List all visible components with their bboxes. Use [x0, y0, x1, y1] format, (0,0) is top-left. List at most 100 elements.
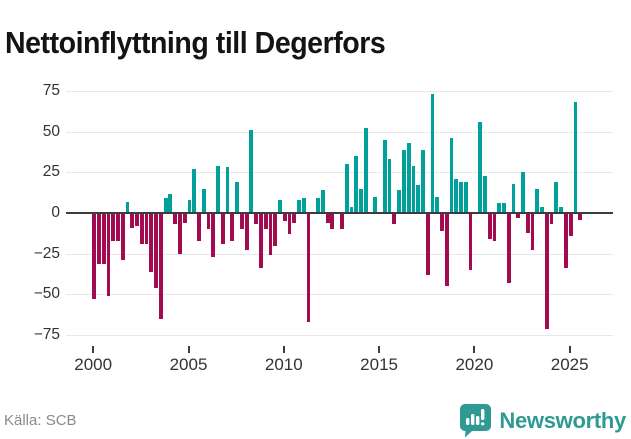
bar	[449, 138, 454, 213]
chart-plot-area: 75 50 25 0 −25 −50 −75 2000 2005 2010 2015 2020 2025	[33, 82, 613, 374]
gridline	[66, 132, 613, 133]
bar	[201, 188, 206, 213]
bar	[430, 94, 435, 213]
bar	[163, 198, 168, 213]
bar	[421, 149, 425, 213]
bar	[301, 198, 306, 213]
bar	[297, 200, 301, 213]
bar	[578, 213, 583, 220]
gridline	[66, 172, 613, 173]
bar	[363, 128, 368, 213]
bar	[530, 213, 535, 251]
x-axis-tick-label: 2005	[169, 355, 208, 374]
bar	[287, 213, 292, 235]
y-axis-tick-label: −25	[33, 245, 60, 262]
bar	[397, 190, 402, 213]
y-axis-tick-label: 25	[42, 163, 60, 180]
bar	[359, 188, 363, 213]
y-axis-tick-label: 50	[42, 123, 60, 140]
bar	[178, 213, 182, 254]
bar	[392, 213, 397, 225]
bar	[263, 213, 268, 230]
bar	[344, 164, 349, 213]
bar	[278, 200, 282, 213]
bar	[544, 213, 549, 329]
x-axis-tick-label: 2000	[74, 355, 113, 374]
bar	[325, 213, 330, 223]
bar	[373, 196, 378, 213]
bar	[158, 213, 163, 319]
bar	[459, 182, 463, 213]
x-axis-tick-label: 2015	[360, 355, 398, 374]
x-axis-tick	[92, 346, 95, 353]
brand-name: Newsworthy	[499, 407, 626, 433]
bar	[239, 213, 244, 230]
bar	[235, 182, 239, 213]
bar	[230, 213, 235, 241]
zero-axis-line	[66, 212, 613, 214]
bar	[568, 213, 573, 236]
bar	[382, 139, 387, 213]
bar	[249, 130, 254, 213]
bar	[416, 185, 421, 213]
bar	[354, 156, 359, 213]
bar	[154, 213, 158, 288]
bar	[411, 165, 416, 213]
x-axis-tick	[187, 346, 190, 353]
bar	[549, 213, 554, 225]
bar	[292, 213, 297, 223]
bar	[273, 213, 278, 246]
bar	[511, 183, 516, 213]
page-title: Nettoinflyttning till Degerfors	[5, 24, 386, 60]
x-axis-tick	[568, 346, 571, 353]
bar	[482, 175, 487, 213]
bar	[268, 213, 273, 256]
bar	[387, 159, 392, 213]
bar	[187, 200, 192, 213]
bar	[125, 201, 130, 213]
bar	[168, 193, 173, 213]
bar	[525, 213, 530, 233]
x-axis-tick	[282, 346, 285, 353]
bar	[401, 149, 406, 213]
bar	[130, 213, 135, 228]
brand-logo[interactable]: Newsworthy	[459, 403, 626, 438]
bar	[554, 182, 559, 213]
bar-chart-pin-icon	[459, 403, 492, 438]
bar	[440, 213, 444, 231]
x-axis-tick-label: 2020	[455, 355, 494, 374]
bar	[468, 213, 473, 270]
gridline	[66, 335, 613, 336]
bar	[573, 102, 578, 213]
bar	[535, 188, 540, 213]
bar	[197, 213, 201, 241]
bar	[144, 213, 149, 244]
bar	[173, 213, 178, 225]
y-axis-tick-label: −75	[33, 326, 60, 343]
bar	[106, 213, 111, 296]
bar	[516, 213, 521, 218]
bar	[92, 213, 97, 300]
bar	[259, 213, 263, 269]
bar	[244, 213, 249, 251]
bar	[330, 213, 335, 230]
bar	[521, 172, 525, 213]
bar	[487, 213, 492, 239]
bar	[220, 213, 225, 244]
bar	[563, 213, 568, 269]
bar	[149, 213, 154, 272]
bar	[349, 206, 354, 213]
gridline	[66, 91, 613, 92]
source-label: Källa: SCB	[4, 412, 77, 429]
bar	[406, 143, 411, 213]
bar	[478, 121, 483, 213]
bar	[206, 213, 211, 230]
bar	[316, 198, 321, 213]
bar	[540, 206, 544, 213]
bar	[463, 182, 468, 213]
x-axis-tick-label: 2025	[550, 355, 589, 374]
x-axis-tick-label: 2010	[264, 355, 303, 374]
gridline	[66, 254, 613, 255]
bar	[211, 213, 216, 257]
bar	[139, 213, 144, 244]
